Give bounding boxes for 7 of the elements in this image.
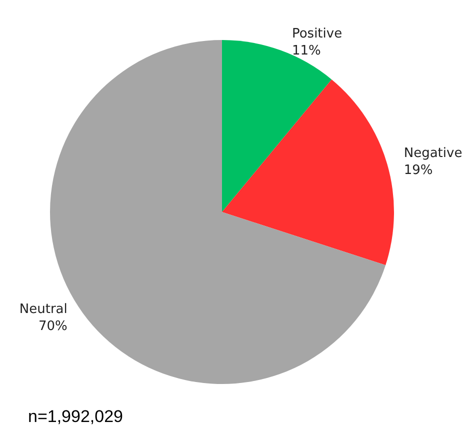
data-label: 19%: [404, 162, 433, 178]
data-label: 11%: [292, 44, 321, 59]
slice-label: Positive: [292, 26, 342, 42]
slice-label: Negative: [404, 146, 462, 161]
slice-label: Neutral: [19, 302, 68, 317]
text: n=1,992,029: [28, 407, 124, 426]
data-label: 70%: [38, 318, 68, 334]
